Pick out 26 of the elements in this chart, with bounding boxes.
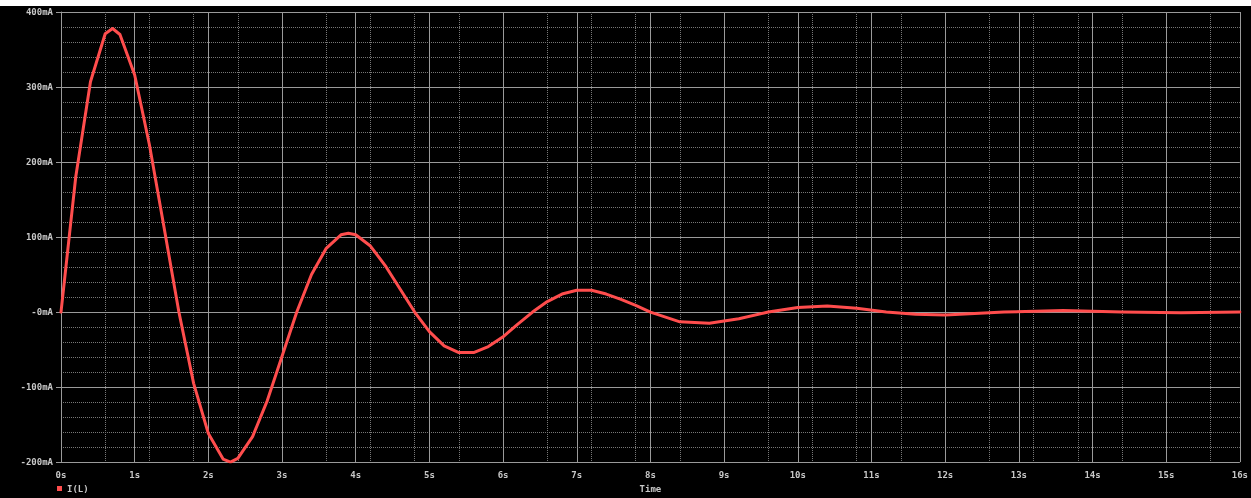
x-tick-label: 8s [645,469,656,480]
x-axis-title: Time [639,483,662,494]
x-tick-label: 1s [129,469,141,480]
x-tick-label: 15s [1158,469,1175,480]
y-tick-label: 100mA [25,232,54,243]
y-tick-label: -200mA [20,457,54,468]
x-tick-label: 4s [350,469,362,480]
x-tick-label: 3s [276,469,288,480]
x-tick-label: 16s [1231,469,1249,480]
x-tick-label: 6s [497,469,509,480]
legend-label: I(L) [67,483,89,494]
x-tick-label: 5s [423,469,435,480]
x-tick-label: 13s [1010,469,1027,480]
y-tick-label: -0mA [31,307,54,318]
y-tick-label: 300mA [25,82,54,93]
x-tick-label: 12s [937,469,954,480]
x-tick-label: 9s [718,469,730,480]
x-tick-label: 7s [571,469,583,480]
x-tick-label: 0s [55,469,67,480]
x-tick-label: 10s [789,469,806,480]
x-tick-label: 14s [1084,469,1101,480]
y-tick-label: -100mA [20,382,54,393]
x-tick-label: 2s [202,469,214,480]
y-tick-label: 200mA [25,157,54,168]
x-tick-label: 11s [863,469,880,480]
y-tick-label: 400mA [25,7,54,17]
